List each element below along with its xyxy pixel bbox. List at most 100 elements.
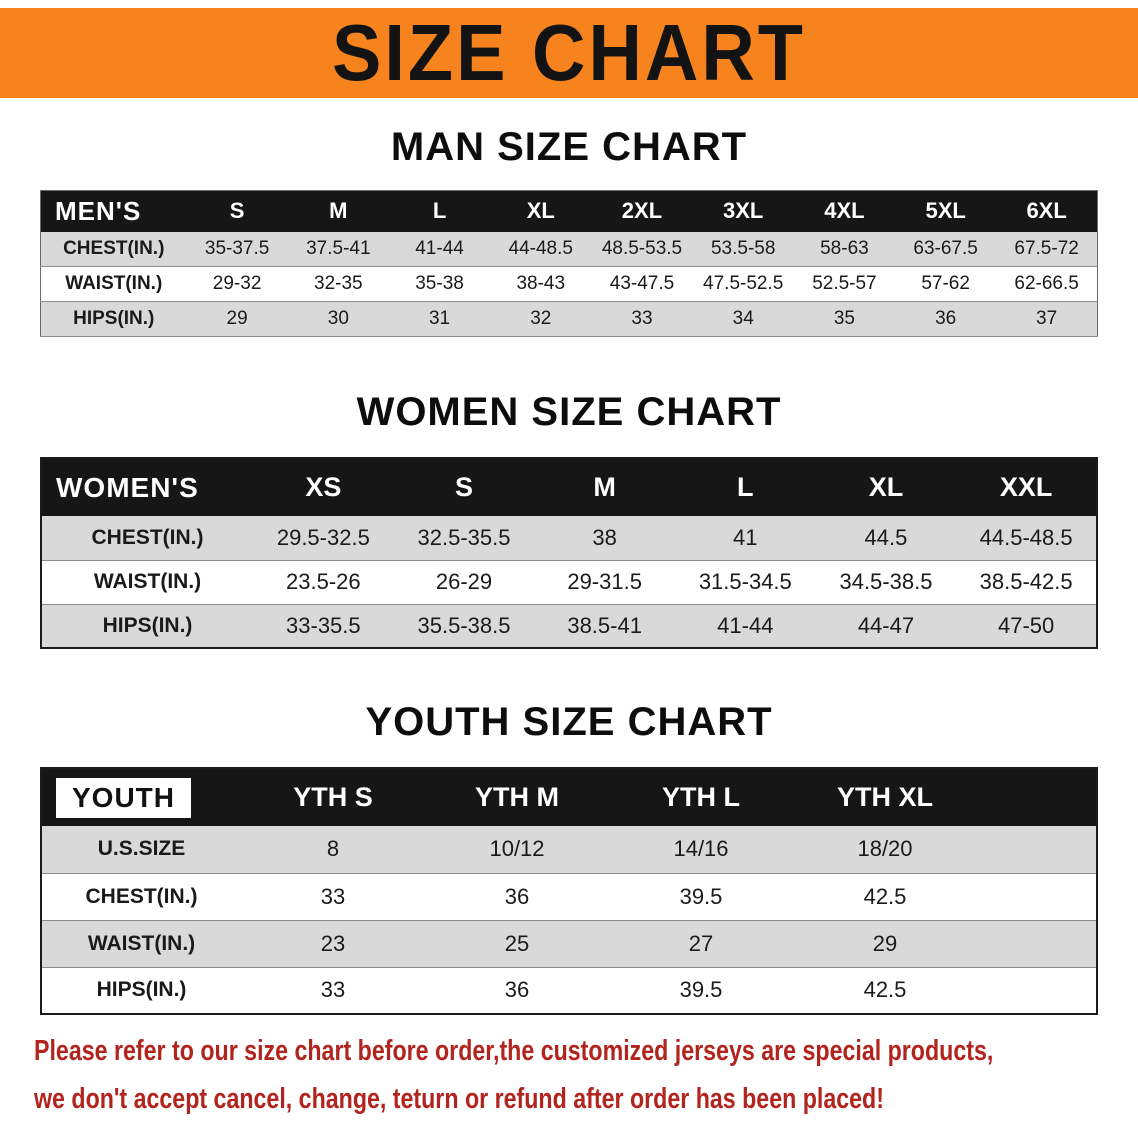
women-row-hips-in.-: HIPS(IN.) 33-35.5 35.5-38.5 38.5-41 41-44 44-… (41, 604, 1097, 649)
size-value: 44.5 (815, 516, 957, 561)
size-value: 33 (591, 301, 693, 337)
size-value: 25 (425, 920, 609, 968)
row-label: CHEST(IN.) (40, 231, 187, 267)
youth-row-waist-in.-: WAIST(IN.) 23 25 27 29 (41, 920, 1097, 968)
men-row-chest-in.-: CHEST(IN.) 35-37.5 37.5-41 41-44 44-48.5 48.5… (40, 231, 1098, 267)
row-label: HIPS(IN.) (41, 967, 241, 1015)
men-section-heading: MAN SIZE CHART (390, 125, 748, 169)
size-value: 30 (287, 301, 389, 337)
size-value: 39.5 (609, 873, 793, 921)
size-value: 33-35.5 (253, 604, 394, 649)
row-label: WAIST(IN.) (40, 266, 187, 302)
men-size-col-6xl: 6XL (996, 190, 1098, 232)
size-value: 43-47.5 (591, 266, 693, 302)
size-value: 53.5-58 (692, 231, 794, 267)
size-value: 27 (609, 920, 793, 968)
women-group-cell: WOMEN'S (41, 458, 253, 516)
size-value: 36 (425, 873, 609, 921)
row-label: WAIST(IN.) (41, 560, 253, 605)
size-value: 35-37.5 (186, 231, 288, 267)
youth-size-col-yth-s: YTH S (241, 768, 425, 826)
women-size-col-s: S (393, 458, 535, 516)
size-value: 29.5-32.5 (253, 516, 394, 561)
size-value: 31.5-34.5 (674, 560, 816, 605)
size-value: 58-63 (793, 231, 896, 267)
size-value: 35 (793, 301, 896, 337)
size-value: 23.5-26 (253, 560, 394, 605)
size-value: 42.5 (793, 967, 977, 1015)
page-title: SIZE CHART (332, 7, 806, 98)
row-spacer (977, 873, 1097, 921)
size-value: 57-62 (895, 266, 997, 302)
size-value: 41 (674, 516, 816, 561)
size-value: 39.5 (609, 967, 793, 1015)
banner: SIZE CHART (0, 8, 1138, 98)
size-value: 33 (241, 967, 425, 1015)
row-label: HIPS(IN.) (41, 604, 253, 649)
size-value: 36 (895, 301, 997, 337)
size-value: 41-44 (388, 231, 491, 267)
men-table-header-row: MEN'S S M L XL 2XL 3XL 4XL 5XL 6XL (40, 190, 1098, 232)
size-value: 29 (793, 920, 977, 968)
size-value: 48.5-53.5 (591, 231, 693, 267)
men-size-col-l: L (388, 190, 491, 232)
women-size-col-xl: XL (815, 458, 957, 516)
row-spacer (977, 920, 1097, 968)
youth-table-host: YOUTH YTH S YTH M YTH L YTH XL U.S.SIZE 8 10/12… (40, 767, 1098, 1015)
row-label: U.S.SIZE (41, 826, 241, 874)
size-value: 41-44 (674, 604, 816, 649)
size-value: 29-32 (186, 266, 288, 302)
footer-note: Please refer to our size chart before or… (0, 1015, 1138, 1117)
size-value: 38-43 (490, 266, 592, 302)
size-value: 38.5-41 (534, 604, 675, 649)
youth-size-table: YOUTH YTH S YTH M YTH L YTH XL U.S.SIZE 8 10/12… (40, 767, 1098, 1015)
size-value: 36 (425, 967, 609, 1015)
size-value: 63-67.5 (895, 231, 997, 267)
size-value: 32.5-35.5 (393, 516, 535, 561)
size-value: 32 (490, 301, 592, 337)
size-chart-page: SIZE CHART MAN SIZE CHART MEN'S S M L XL 2XL 3… (0, 8, 1138, 1140)
row-label: WAIST(IN.) (41, 920, 241, 968)
size-value: 14/16 (609, 826, 793, 874)
row-label: CHEST(IN.) (41, 516, 253, 561)
women-size-col-xxl: XXL (956, 458, 1097, 516)
women-size-col-m: M (534, 458, 675, 516)
size-value: 37.5-41 (287, 231, 389, 267)
size-value: 31 (388, 301, 491, 337)
men-size-table: MEN'S S M L XL 2XL 3XL 4XL 5XL 6XL CHEST(IN.) 35-37… (40, 190, 1098, 337)
men-size-col-3xl: 3XL (692, 190, 794, 232)
men-size-col-5xl: 5XL (895, 190, 997, 232)
size-value: 35-38 (388, 266, 491, 302)
youth-size-col-yth-l: YTH L (609, 768, 793, 826)
size-value: 33 (241, 873, 425, 921)
women-row-chest-in.-: CHEST(IN.) 29.5-32.5 32.5-35.5 38 41 44.5 44.5… (41, 516, 1097, 561)
youth-row-chest-in.-: CHEST(IN.) 33 36 39.5 42.5 (41, 873, 1097, 921)
size-value: 42.5 (793, 873, 977, 921)
youth-section-heading: YOUTH SIZE CHART (365, 700, 773, 744)
row-spacer (977, 826, 1097, 874)
women-section-heading: WOMEN SIZE CHART (356, 390, 782, 434)
women-size-col-l: L (674, 458, 816, 516)
size-value: 29 (186, 301, 288, 337)
size-value: 23 (241, 920, 425, 968)
size-value: 35.5-38.5 (393, 604, 535, 649)
youth-row-u.s.size: U.S.SIZE 8 10/12 14/16 18/20 (41, 826, 1097, 874)
size-value: 44.5-48.5 (956, 516, 1097, 561)
women-group-label: WOMEN'S (56, 471, 199, 503)
size-value: 47.5-52.5 (692, 266, 794, 302)
size-value: 67.5-72 (996, 231, 1098, 267)
size-value: 8 (241, 826, 425, 874)
youth-row-hips-in.-: HIPS(IN.) 33 36 39.5 42.5 (41, 967, 1097, 1015)
youth-table-header-row: YOUTH YTH S YTH M YTH L YTH XL (41, 768, 1097, 826)
size-value: 37 (996, 301, 1098, 337)
size-value: 38 (534, 516, 675, 561)
size-value: 26-29 (393, 560, 535, 605)
men-row-hips-in.-: HIPS(IN.) 29 30 31 32 33 34 35 36 37 (40, 301, 1098, 337)
men-group-label: MEN'S (55, 195, 142, 226)
men-group-cell: MEN'S (40, 190, 187, 232)
row-label: CHEST(IN.) (41, 873, 241, 921)
men-size-col-4xl: 4XL (793, 190, 896, 232)
men-table-host: MEN'S S M L XL 2XL 3XL 4XL 5XL 6XL CHEST(IN.) 35-37… (40, 190, 1098, 337)
size-value: 18/20 (793, 826, 977, 874)
size-value: 32-35 (287, 266, 389, 302)
